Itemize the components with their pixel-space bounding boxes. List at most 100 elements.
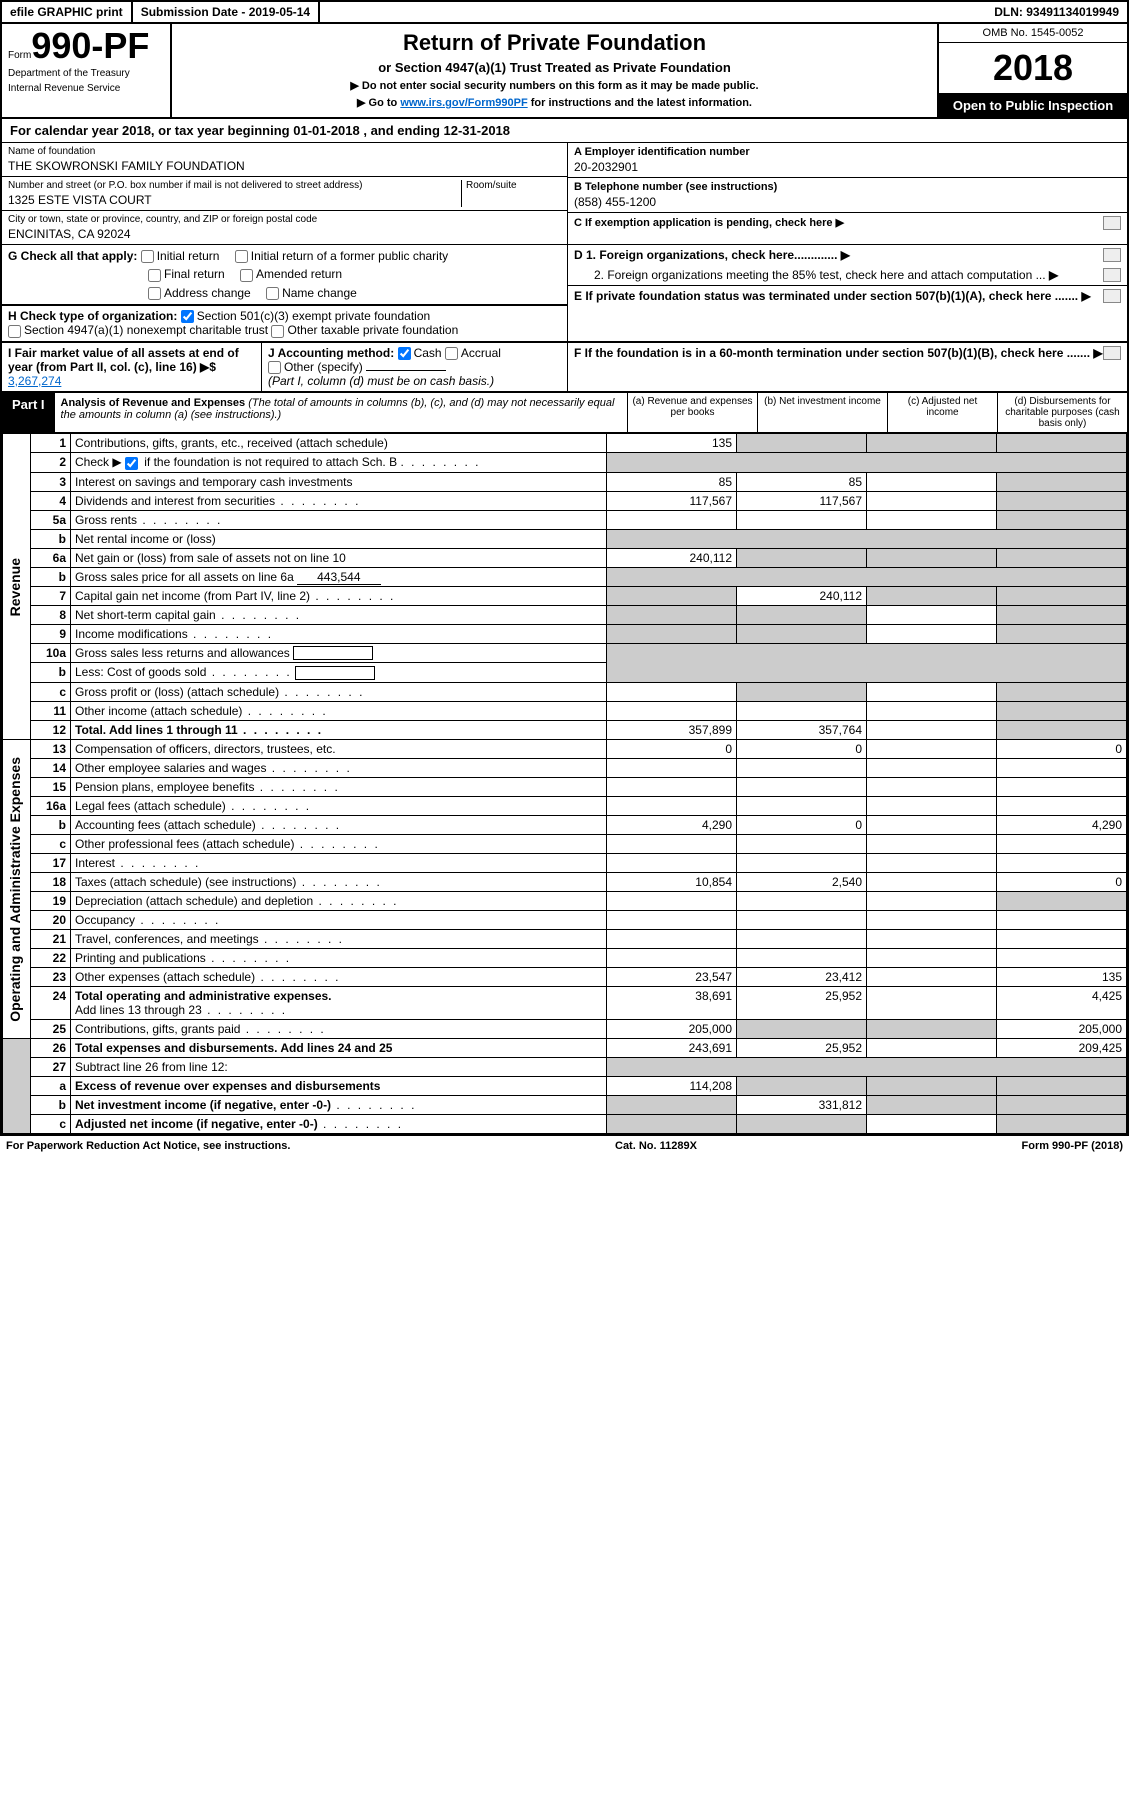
j-label: J Accounting method: bbox=[268, 346, 394, 360]
form-subtitle: or Section 4947(a)(1) Trust Treated as P… bbox=[178, 60, 931, 75]
h-other-taxable[interactable]: Other taxable private foundation bbox=[271, 323, 458, 337]
line-18: 18Taxes (attach schedule) (see instructi… bbox=[3, 873, 1127, 892]
instructions-link[interactable]: www.irs.gov/Form990PF bbox=[400, 97, 527, 109]
form-number: 990-PF bbox=[31, 25, 149, 66]
line-17: 17Interest bbox=[3, 854, 1127, 873]
line-24: 24Total operating and administrative exp… bbox=[3, 987, 1127, 1020]
part1-table: Revenue 1 Contributions, gifts, grants, … bbox=[2, 433, 1127, 1134]
year-end: 12-31-2018 bbox=[444, 123, 511, 138]
line-27a: aExcess of revenue over expenses and dis… bbox=[3, 1077, 1127, 1096]
line-5b: bNet rental income or (loss) bbox=[3, 529, 1127, 548]
name-label: Name of foundation bbox=[8, 146, 561, 157]
d2-checkbox[interactable] bbox=[1103, 268, 1121, 282]
h-501c3[interactable]: Section 501(c)(3) exempt private foundat… bbox=[181, 309, 430, 323]
info-section: Name of foundation THE SKOWRONSKI FAMILY… bbox=[2, 143, 1127, 245]
c-exemption-label: C If exemption application is pending, c… bbox=[574, 217, 833, 229]
section-ijf: I Fair market value of all assets at end… bbox=[2, 342, 1127, 393]
c-checkbox[interactable] bbox=[1103, 216, 1121, 230]
line-19: 19Depreciation (attach schedule) and dep… bbox=[3, 892, 1127, 911]
header: Form990-PF Department of the Treasury In… bbox=[2, 24, 1127, 119]
dept-irs: Internal Revenue Service bbox=[8, 83, 164, 94]
year-begin: 01-01-2018 bbox=[293, 123, 360, 138]
note-link: ▶ Go to www.irs.gov/Form990PF for instru… bbox=[178, 96, 931, 109]
form-footer: Form 990-PF (2018) bbox=[1022, 1140, 1123, 1152]
g-amended[interactable]: Amended return bbox=[240, 267, 342, 281]
dept-treasury: Department of the Treasury bbox=[8, 68, 164, 79]
form-title: Return of Private Foundation bbox=[178, 30, 931, 56]
g-label: G Check all that apply: bbox=[8, 249, 137, 263]
revenue-label: Revenue bbox=[7, 558, 23, 616]
f-checkbox[interactable] bbox=[1103, 346, 1121, 360]
line-16c: cOther professional fees (attach schedul… bbox=[3, 835, 1127, 854]
form-prefix: Form bbox=[8, 50, 31, 61]
expenses-label: Operating and Administrative Expenses bbox=[7, 757, 23, 1022]
line-10c: cGross profit or (loss) (attach schedule… bbox=[3, 683, 1127, 702]
part1-label: Part I bbox=[2, 393, 55, 432]
j-other[interactable]: Other (specify) bbox=[268, 360, 363, 374]
form-id-block: Form990-PF Department of the Treasury In… bbox=[2, 24, 172, 117]
line-16b: bAccounting fees (attach schedule)4,2900… bbox=[3, 816, 1127, 835]
part1-title: Analysis of Revenue and Expenses bbox=[61, 397, 246, 409]
g-initial-former[interactable]: Initial return of a former public charit… bbox=[235, 249, 448, 263]
submission-date: Submission Date - 2019-05-14 bbox=[133, 2, 320, 22]
line-25: 25Contributions, gifts, grants paid205,0… bbox=[3, 1020, 1127, 1039]
phone-label: B Telephone number (see instructions) bbox=[574, 181, 1121, 193]
h-4947[interactable]: Section 4947(a)(1) nonexempt charitable … bbox=[8, 323, 268, 337]
line-4: 4Dividends and interest from securities … bbox=[3, 491, 1127, 510]
line-13: Operating and Administrative Expenses 13… bbox=[3, 740, 1127, 759]
foundation-name: THE SKOWRONSKI FAMILY FOUNDATION bbox=[8, 159, 561, 173]
dln: DLN: 93491134019949 bbox=[986, 2, 1127, 22]
line-3: 3Interest on savings and temporary cash … bbox=[3, 472, 1127, 491]
j-note: (Part I, column (d) must be on cash basi… bbox=[268, 374, 561, 388]
room-label: Room/suite bbox=[466, 180, 561, 191]
efile-label: efile GRAPHIC print bbox=[2, 2, 133, 22]
line-10a: 10aGross sales less returns and allowanc… bbox=[3, 643, 1127, 663]
line-27: 27Subtract line 26 from line 12: bbox=[3, 1058, 1127, 1077]
line-11: 11Other income (attach schedule) bbox=[3, 702, 1127, 721]
phone-value: (858) 455-1200 bbox=[574, 195, 1121, 209]
col-a-header: (a) Revenue and expenses per books bbox=[627, 393, 757, 432]
line2-checkbox[interactable] bbox=[125, 457, 138, 470]
note-ssn: ▶ Do not enter social security numbers o… bbox=[178, 79, 931, 92]
e-checkbox[interactable] bbox=[1103, 289, 1121, 303]
line-27b: bNet investment income (if negative, ent… bbox=[3, 1096, 1127, 1115]
line-9: 9Income modifications bbox=[3, 624, 1127, 643]
j-cash[interactable]: Cash bbox=[398, 346, 442, 360]
g-name-change[interactable]: Name change bbox=[266, 286, 357, 300]
paperwork-notice: For Paperwork Reduction Act Notice, see … bbox=[6, 1140, 290, 1152]
i-label: I Fair market value of all assets at end… bbox=[8, 346, 239, 374]
g-initial-return[interactable]: Initial return bbox=[141, 249, 220, 263]
line-14: 14Other employee salaries and wages bbox=[3, 759, 1127, 778]
street-address: 1325 ESTE VISTA COURT bbox=[8, 193, 461, 207]
h-label: H Check type of organization: bbox=[8, 309, 177, 323]
line-22: 22Printing and publications bbox=[3, 949, 1127, 968]
f-label: F If the foundation is in a 60-month ter… bbox=[574, 346, 1090, 360]
line-16a: 16aLegal fees (attach schedule) bbox=[3, 797, 1127, 816]
g-address-change[interactable]: Address change bbox=[148, 286, 251, 300]
ein-label: A Employer identification number bbox=[574, 146, 1121, 158]
i-fmv-value[interactable]: 3,267,274 bbox=[8, 374, 61, 388]
col-b-header: (b) Net investment income bbox=[757, 393, 887, 432]
g-final-return[interactable]: Final return bbox=[148, 267, 225, 281]
j-accrual[interactable]: Accrual bbox=[445, 346, 501, 360]
page-footer: For Paperwork Reduction Act Notice, see … bbox=[0, 1136, 1129, 1156]
line-20: 20Occupancy bbox=[3, 911, 1127, 930]
line-27c: cAdjusted net income (if negative, enter… bbox=[3, 1115, 1127, 1134]
tax-year: 2018 bbox=[939, 43, 1127, 94]
line-21: 21Travel, conferences, and meetings bbox=[3, 930, 1127, 949]
city-label: City or town, state or province, country… bbox=[8, 214, 561, 225]
d1-label: D 1. Foreign organizations, check here..… bbox=[574, 248, 837, 262]
top-bar: efile GRAPHIC print Submission Date - 20… bbox=[2, 2, 1127, 24]
d1-checkbox[interactable] bbox=[1103, 248, 1121, 262]
line-2: 2 Check ▶ if the foundation is not requi… bbox=[3, 453, 1127, 472]
ein-value: 20-2032901 bbox=[574, 160, 1121, 174]
year-block: OMB No. 1545-0052 2018 Open to Public In… bbox=[937, 24, 1127, 117]
d2-label: 2. Foreign organizations meeting the 85%… bbox=[574, 268, 1046, 282]
line-6b: bGross sales price for all assets on lin… bbox=[3, 567, 1127, 586]
line-8: 8Net short-term capital gain bbox=[3, 605, 1127, 624]
line-12: 12Total. Add lines 1 through 11 357,8993… bbox=[3, 721, 1127, 740]
line-1: Revenue 1 Contributions, gifts, grants, … bbox=[3, 434, 1127, 453]
line-5a: 5aGross rents bbox=[3, 510, 1127, 529]
calendar-year-row: For calendar year 2018, or tax year begi… bbox=[2, 119, 1127, 143]
omb-number: OMB No. 1545-0052 bbox=[939, 24, 1127, 43]
